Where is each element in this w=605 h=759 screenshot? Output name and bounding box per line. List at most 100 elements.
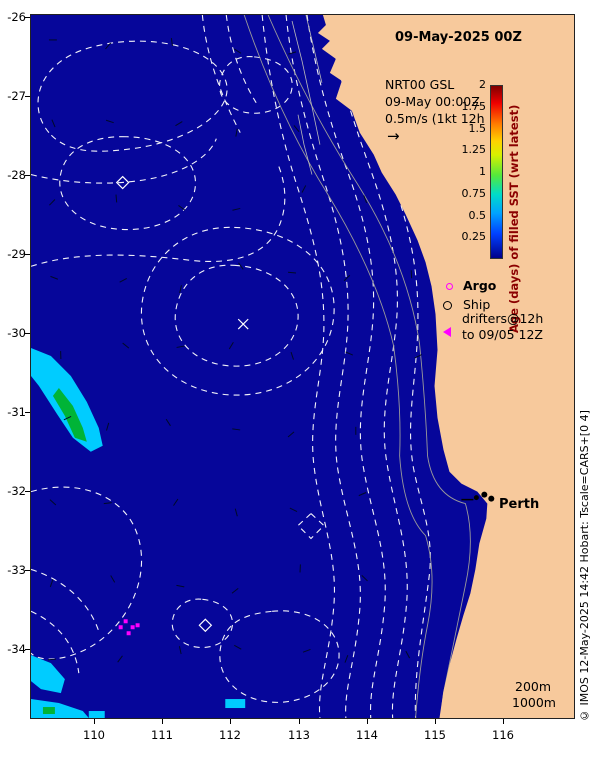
perth-dot [473, 495, 479, 501]
velocity-vector [288, 271, 297, 274]
velocity-vector [232, 207, 241, 211]
colorbar-axis-label: Age (days) of filled SST (wrt latest) [507, 104, 521, 333]
velocity-vector [110, 575, 116, 583]
contour-extremum-markers [115, 175, 249, 633]
sst-age-patches [31, 348, 246, 718]
land-mass [317, 15, 574, 718]
velocity-vector [290, 351, 294, 360]
legend-drifters-line1: drifters@12h [462, 311, 544, 326]
velocity-vector [119, 278, 127, 283]
drifter-pixel [130, 625, 135, 630]
y-axis-tick [25, 254, 30, 255]
y-tick-label: -28 [7, 168, 26, 182]
velocity-vector [165, 418, 171, 427]
x-axis-tick [162, 719, 163, 724]
colorbar-tick-label: 1.25 [461, 143, 487, 156]
colorbar-tick-label: 1 [479, 165, 486, 178]
legend-argo-label: Argo [463, 278, 497, 293]
x-tick-label: 113 [288, 728, 310, 742]
velocity-vector [117, 655, 123, 663]
colorbar-tick-label: 0.75 [461, 187, 487, 200]
contour-line [306, 15, 386, 718]
velocity-vector [175, 121, 183, 127]
velocity-vector [232, 428, 241, 431]
velocity-vector [289, 507, 298, 513]
contour-line [218, 56, 293, 114]
y-axis-tick [25, 96, 30, 97]
model-info-line3: 0.5m/s (1kt 12h [385, 111, 485, 126]
drifter-pixel [126, 631, 131, 636]
isobath-200m-line [267, 15, 471, 718]
sst-age-patch [42, 707, 55, 715]
y-tick-label: -27 [7, 89, 26, 103]
drifter-pixel [118, 625, 123, 630]
argo-marker-icon [446, 283, 453, 290]
model-info-line2: 09-May 00:00Z [385, 94, 480, 109]
velocity-vector [344, 655, 349, 663]
depth-label-200m: 200m [515, 679, 552, 694]
velocity-vector [302, 648, 311, 653]
velocity-vector [49, 499, 57, 506]
velocity-vector [234, 508, 238, 517]
velocity-vector [122, 342, 130, 349]
velocity-vector [405, 650, 411, 659]
sst-age-patch [225, 699, 246, 709]
x-axis-tick [94, 719, 95, 724]
y-axis-tick [25, 412, 30, 413]
velocity-vector [63, 416, 72, 421]
x-tick-label: 111 [151, 728, 173, 742]
velocity-vector [178, 646, 182, 655]
contour-line [31, 164, 286, 267]
x-tick-label: 114 [356, 728, 378, 742]
colorbar-tick-label: 2 [479, 78, 486, 91]
velocity-vector [343, 274, 351, 282]
drifter-pixel [135, 623, 140, 628]
isobath-lines [243, 15, 471, 718]
velocity-vector [293, 125, 300, 132]
contour-diamond-marker-icon [198, 618, 213, 633]
colorbar-gradient [490, 85, 503, 259]
colorbar-tick-label: 1.75 [461, 100, 487, 113]
velocity-vector [238, 262, 244, 270]
velocity-vector [51, 119, 56, 128]
velocity-vector [287, 431, 295, 438]
x-axis-tick [230, 719, 231, 724]
y-axis-tick [25, 175, 30, 176]
velocity-vector [176, 584, 185, 588]
velocity-vector [414, 354, 422, 359]
contour-line [201, 15, 241, 133]
drifter-marker-icon [443, 327, 451, 337]
velocity-vector [361, 575, 368, 582]
velocity-vectors [47, 37, 422, 663]
isobath-1000m-line [243, 15, 433, 718]
velocity-vector [50, 275, 59, 280]
y-tick-label: -30 [7, 326, 26, 340]
legend-ship-label: Ship [463, 297, 491, 312]
x-tick-label: 116 [492, 728, 514, 742]
x-axis-tick [367, 719, 368, 724]
colorbar-tick-label: 0.5 [468, 209, 487, 222]
contour-line [225, 15, 257, 104]
contour-line [285, 15, 361, 718]
x-axis-tick [503, 719, 504, 724]
velocity-vector [233, 48, 242, 54]
map-plot-area: 09-May-2025 00Z NRT00 GSL 09-May 00:00Z … [30, 14, 575, 719]
perth-dot [481, 491, 488, 498]
velocity-vector [358, 492, 367, 497]
x-tick-label: 115 [424, 728, 446, 742]
contour-diamond-marker-icon [115, 175, 130, 190]
velocity-vector [228, 341, 234, 350]
y-tick-label: -32 [7, 484, 26, 498]
y-axis-tick [25, 333, 30, 334]
sst-age-patch [88, 711, 105, 718]
y-tick-label: -31 [7, 405, 26, 419]
contour-line [59, 136, 196, 230]
x-tick-label: 110 [83, 728, 105, 742]
contour-line [261, 15, 335, 718]
map-title: 09-May-2025 00Z [395, 30, 522, 45]
legend-drifters-line2: to 09/05 12Z [462, 327, 543, 342]
copyright-credit: © IMOS 12-May-2025 14:42 Hobart: Tscale=… [578, 410, 591, 722]
velocity-vector [115, 194, 118, 203]
contour-line [31, 568, 100, 632]
coastline-detail [305, 15, 323, 83]
